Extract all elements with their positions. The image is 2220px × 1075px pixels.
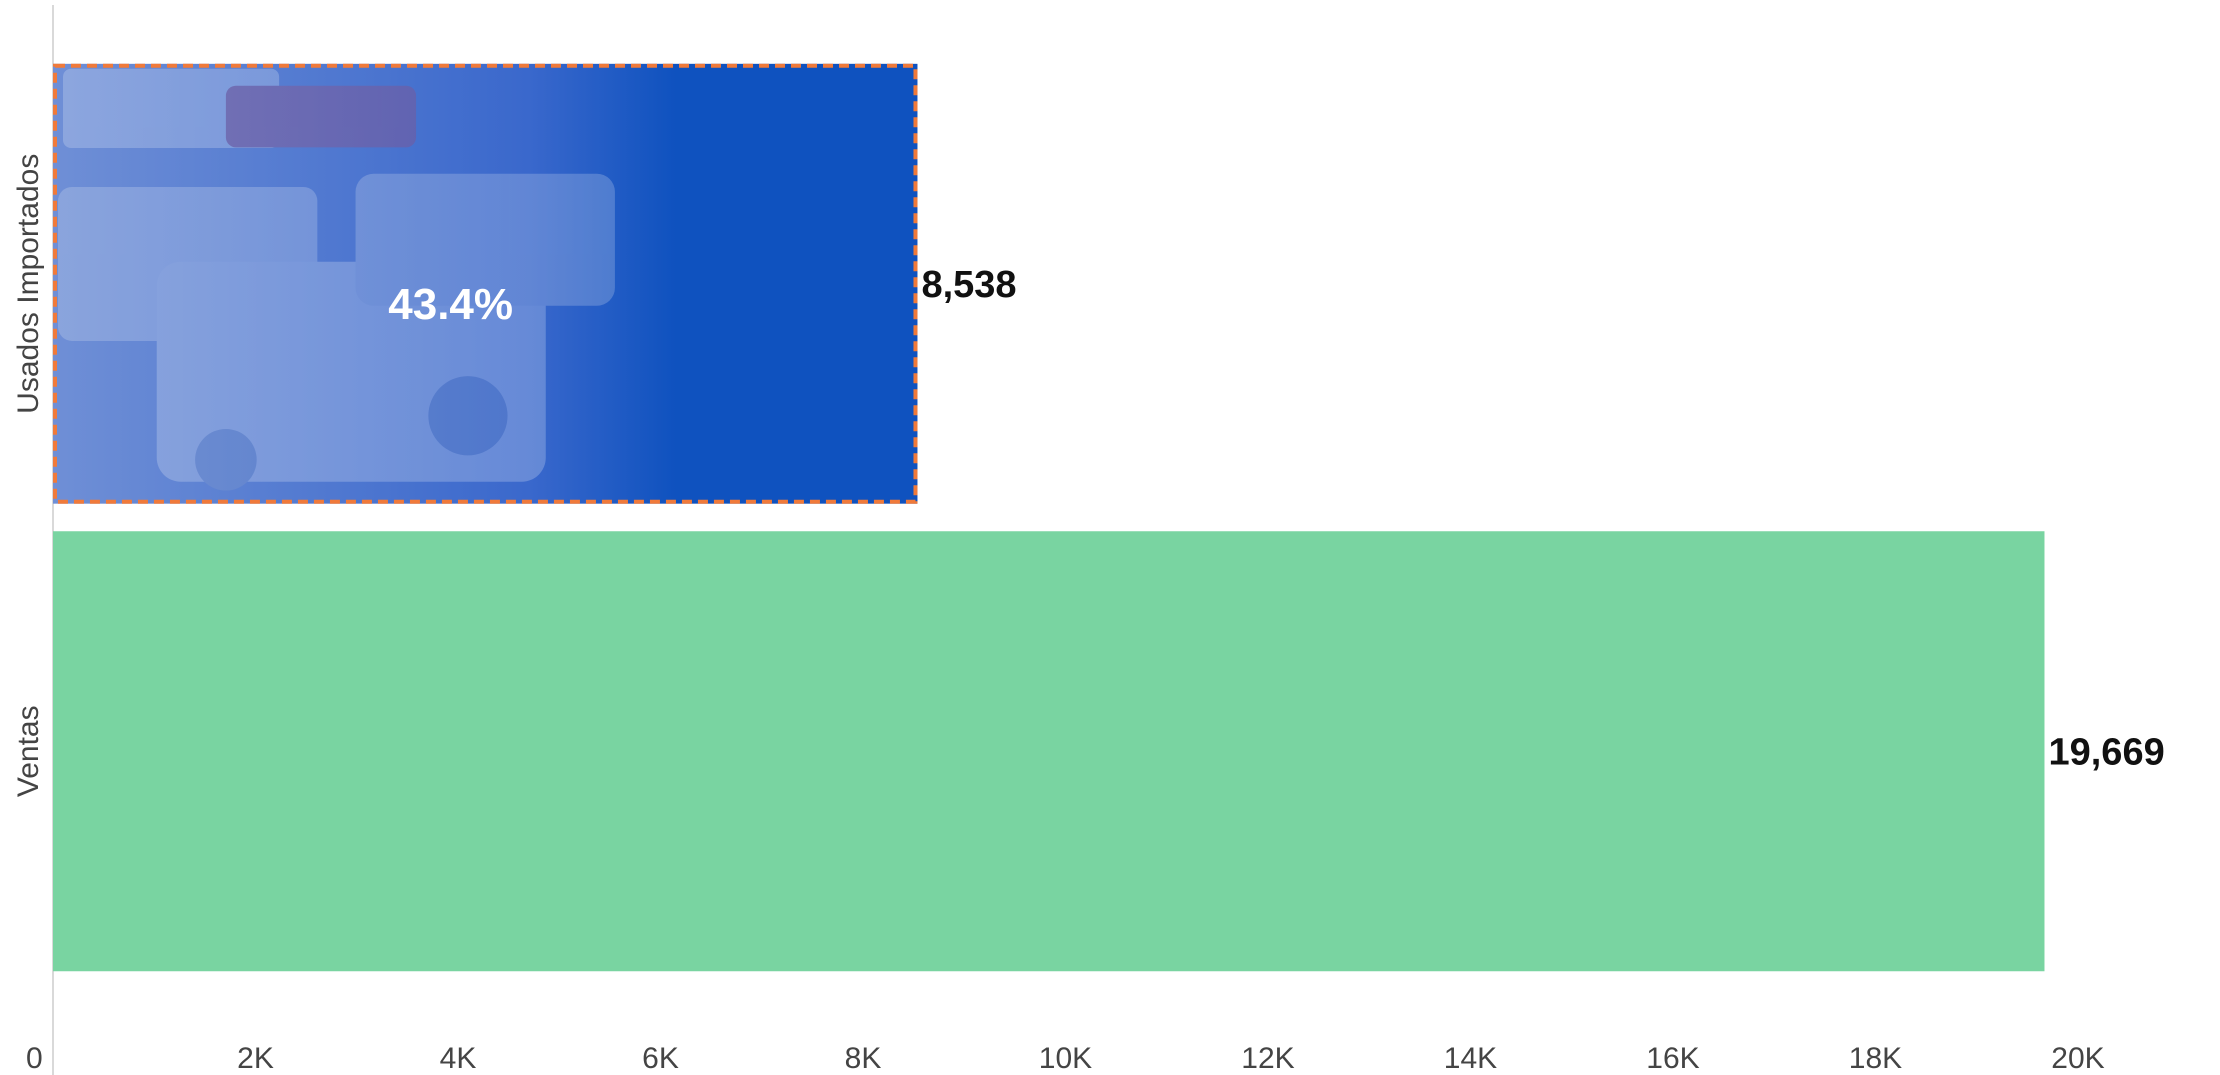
bar-percent-annotation: 43.4%: [388, 280, 513, 329]
bar-ventas: [53, 531, 2045, 972]
x-tick-label: 18K: [1849, 1042, 1902, 1075]
x-axis-ticks: 0 2K 4K 6K 8K 10K 12K 14K 16K 18K 20K: [26, 1042, 2105, 1075]
x-tick-label: 14K: [1444, 1042, 1497, 1075]
bar-highlight-border: [53, 63, 918, 504]
bar-usados-importados: [53, 63, 918, 504]
x-tick-label: 10K: [1039, 1042, 1092, 1075]
value-label-ventas: 19,669: [2048, 731, 2164, 773]
x-tick-label: 8K: [845, 1042, 882, 1075]
x-tick-label: 12K: [1241, 1042, 1294, 1075]
x-tick-label: 20K: [2051, 1042, 2104, 1075]
bars-layer: [53, 63, 2045, 972]
x-tick-label: 16K: [1646, 1042, 1699, 1075]
category-label-usados-importados: Usados Importados: [12, 154, 45, 414]
x-tick-label: 0: [26, 1042, 43, 1075]
x-tick-label: 4K: [440, 1042, 477, 1075]
category-label-ventas: Ventas: [12, 705, 45, 797]
labels-layer: 43.4% 8,538 Usados Importados 19,669 Ventas: [12, 154, 2165, 797]
x-tick-label: 6K: [642, 1042, 679, 1075]
x-tick-label: 2K: [237, 1042, 274, 1075]
value-label-usados-importados: 8,538: [921, 264, 1016, 306]
